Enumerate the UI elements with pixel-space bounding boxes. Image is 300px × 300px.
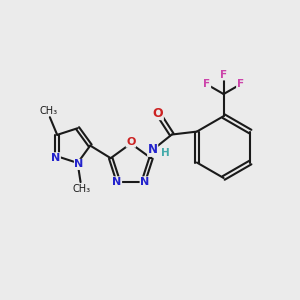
Text: N: N	[74, 159, 84, 170]
Text: F: F	[203, 80, 211, 89]
Text: F: F	[237, 80, 244, 89]
Text: N: N	[140, 177, 149, 187]
Text: O: O	[153, 106, 163, 119]
Text: N: N	[51, 153, 60, 163]
Text: O: O	[126, 137, 136, 147]
Text: H: H	[161, 148, 170, 158]
Text: CH₃: CH₃	[73, 184, 91, 194]
Text: N: N	[148, 143, 158, 156]
Text: N: N	[112, 177, 122, 187]
Text: F: F	[220, 70, 227, 80]
Text: CH₃: CH₃	[39, 106, 57, 116]
